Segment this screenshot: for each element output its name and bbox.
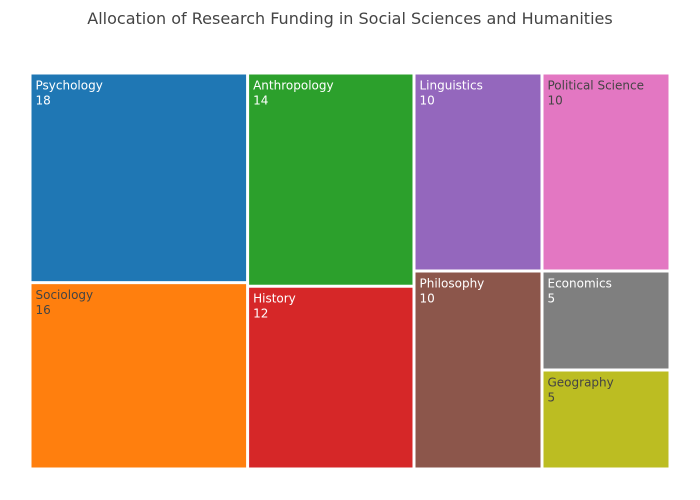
tile-rect[interactable] — [543, 371, 669, 468]
tile-value: 10 — [420, 292, 435, 306]
tile-value: 18 — [36, 94, 51, 108]
tile-value: 12 — [253, 307, 268, 321]
tile-rect[interactable] — [415, 272, 541, 468]
tile-value: 5 — [548, 292, 556, 306]
chart-title: Allocation of Research Funding in Social… — [87, 9, 613, 28]
tile-label: Philosophy — [420, 277, 485, 291]
tile-label: Economics — [548, 277, 612, 291]
tile-rect[interactable] — [31, 74, 247, 282]
tile-label: Anthropology — [253, 79, 334, 93]
tile-label: Political Science — [548, 79, 644, 93]
tile-value: 10 — [420, 94, 435, 108]
tile-rect[interactable] — [415, 74, 541, 270]
tile-rect[interactable] — [249, 74, 413, 285]
tile-rect[interactable] — [31, 284, 247, 468]
tile-label: Linguistics — [420, 79, 483, 93]
tile-label: History — [253, 292, 296, 306]
tile-rect[interactable] — [249, 287, 413, 468]
tile-value: 16 — [36, 303, 51, 317]
tile-label: Psychology — [36, 79, 103, 93]
tile-value: 5 — [548, 391, 556, 405]
tile-rect[interactable] — [543, 74, 669, 270]
tile-value: 14 — [253, 94, 268, 108]
tile-label: Geography — [548, 376, 614, 390]
tile-value: 10 — [548, 94, 563, 108]
tile-rect[interactable] — [543, 272, 669, 369]
tile-label: Sociology — [36, 288, 94, 302]
